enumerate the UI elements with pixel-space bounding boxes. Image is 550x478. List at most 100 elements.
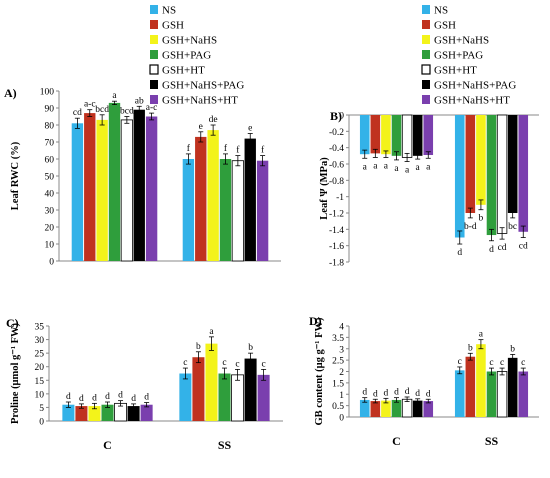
p0-letter-4-1: f — [236, 145, 240, 156]
p3-y-tick-label-5: 2.5 — [332, 357, 344, 367]
p1-letter-5-0: a — [416, 163, 421, 173]
p3-letter-4-0: d — [405, 387, 410, 397]
p3-letter-3-0: d — [394, 388, 399, 398]
p3-bar-gsh-pag-ss — [486, 371, 497, 417]
p0-bar-gsh-ht-ss — [231, 160, 244, 262]
p1-letter-1-0: a — [373, 161, 378, 171]
p2-bar-ns-ss — [179, 373, 192, 421]
p3-bar-ns-ss — [454, 370, 465, 417]
p0-legend-label-6: GSH+NaHS+HT — [162, 95, 238, 107]
p1-letter-2-1: b — [479, 214, 484, 224]
p2-y-tick-label-2: 10 — [35, 390, 45, 400]
p1-bar-gsh-nahs-pag-ss — [507, 115, 518, 213]
p0-letter-3-0: a — [112, 91, 117, 101]
p3-y-tick-label-0: 0 — [339, 414, 344, 424]
p1-letter-4-1: cd — [498, 243, 507, 253]
p3-bar-gsh-pag-c — [391, 399, 402, 417]
p3-panel-label: D) — [309, 314, 322, 328]
p1-legend-swatch-3 — [422, 50, 430, 59]
p2-y-tick-label-5: 25 — [35, 350, 45, 360]
p0-bar-gsh-c — [84, 113, 96, 261]
p1-panel-label: B) — [330, 109, 342, 123]
p1-letter-0-0: a — [363, 162, 368, 172]
p1-legend-swatch-0 — [422, 5, 430, 14]
p1-legend-label-2: GSH+NaHS — [434, 35, 489, 47]
p1-letter-6-0: a — [426, 162, 431, 172]
p1-letter-5-1: bc — [508, 222, 517, 232]
p0-letter-6-0: a-c — [146, 103, 158, 113]
p3-letter-6-1: c — [521, 358, 525, 368]
p0-y-tick-label-7: 70 — [45, 139, 55, 149]
p3-y-tick-label-3: 1.5 — [332, 379, 344, 389]
p0-legend-label-2: GSH+NaHS — [162, 35, 217, 47]
p0-bar-gsh-pag-ss — [219, 159, 232, 261]
p3-letter-4-1: c — [500, 358, 504, 368]
p0-panel-label: A) — [4, 86, 17, 100]
p0-legend-label-1: GSH — [162, 20, 184, 32]
p2-letter-0-1: c — [183, 358, 187, 368]
p1-legend-swatch-6 — [422, 95, 430, 104]
p3-y-tick-label-8: 4 — [339, 323, 344, 333]
p3-letter-0-0: d — [362, 388, 367, 398]
p1-bar-ns-ss — [454, 115, 465, 238]
p3-letter-5-0: d — [415, 389, 420, 399]
p3-letter-0-1: c — [458, 357, 462, 367]
p3-letter-1-0: d — [373, 389, 378, 399]
p2-letter-2-1: a — [209, 327, 214, 337]
p2-letter-4-1: c — [235, 359, 239, 369]
p2-bar-gsh-pag-c — [101, 404, 114, 421]
p0-legend-label-5: GSH+NaHS+PAG — [162, 80, 244, 92]
p2-bar-gsh-nahs-ss — [205, 343, 218, 421]
p3-bar-gsh-nahs-c — [381, 400, 391, 417]
p3-letter-2-0: d — [384, 388, 389, 398]
p1-y-tick-label-6: -1.2 — [329, 210, 344, 220]
p3-letter-5-1: b — [510, 344, 515, 354]
p0-bar-gsh-nahs-pag-ss — [244, 138, 256, 261]
p3-y-tick-label-7: 3.5 — [332, 334, 344, 344]
p3-bar-gsh-nahs-ss — [476, 344, 486, 417]
p2-letter-5-1: b — [248, 343, 253, 353]
p2-y-tick-label-3: 15 — [35, 377, 45, 387]
p2-bar-gsh-nahs-pag-c — [127, 406, 140, 421]
p1-bar-gsh-nahs-pag-c — [412, 115, 423, 156]
p0-letter-0-1: f — [187, 143, 191, 154]
p0-letter-4-0: bcd — [120, 107, 134, 117]
p1-y-tick-label-2: -0.4 — [329, 144, 344, 154]
p1-y-tick-label-4: -0.8 — [329, 177, 344, 187]
p1-letter-3-1: d — [489, 245, 494, 255]
p1-y-tick-label-1: -0.2 — [329, 128, 344, 138]
p0-legend-swatch-1 — [150, 20, 158, 29]
p0-letter-0-0: cd — [73, 108, 82, 118]
p1-legend-swatch-2 — [422, 35, 430, 44]
p2-letter-5-0: d — [131, 394, 136, 404]
p2-y-axis-title: Proline (μmol g⁻¹ FW) — [10, 322, 21, 424]
p0-bar-gsh-nahs-ht-c — [145, 116, 158, 261]
p2-y-tick-label-6: 30 — [35, 336, 45, 346]
p3-bar-gsh-nahs-pag-c — [412, 400, 423, 417]
p3-y-tick-label-2: 1 — [339, 391, 344, 401]
p2-letter-4-0: d — [118, 391, 123, 401]
p0-letter-1-0: a-c — [84, 100, 96, 110]
p1-letter-6-1: cd — [519, 242, 528, 252]
p1-y-tick-label-7: -1.4 — [329, 226, 344, 236]
p1-letter-4-0: a — [405, 166, 410, 176]
p2-letter-3-1: c — [222, 358, 226, 368]
p3-bar-gsh-nahs-ht-c — [423, 401, 434, 417]
p2-y-tick-label-7: 35 — [35, 323, 45, 333]
p1-legend-label-3: GSH+PAG — [434, 50, 483, 62]
p0-letter-5-0: ab — [135, 96, 144, 106]
p0-legend-swatch-4 — [149, 64, 159, 75]
p0-bar-gsh-pag-c — [108, 102, 121, 262]
p2-bar-gsh-nahs-ht-ss — [257, 374, 270, 421]
p3-y-tick-label-4: 2 — [339, 368, 344, 378]
p0-bar-ns-c — [71, 123, 84, 261]
p0-letter-2-0: bcd — [95, 105, 109, 115]
p2-letter-6-1: c — [262, 359, 266, 369]
p2-bar-gsh-ht-ss — [231, 374, 244, 422]
p0-legend-label-4: GSH+HT — [162, 65, 205, 77]
p0-legend-swatch-6 — [150, 95, 158, 104]
p2-y-tick-label-1: 5 — [39, 404, 44, 414]
p0-y-tick-label-10: 100 — [40, 88, 55, 98]
p3-bar-gsh-nahs-pag-ss — [507, 357, 518, 417]
